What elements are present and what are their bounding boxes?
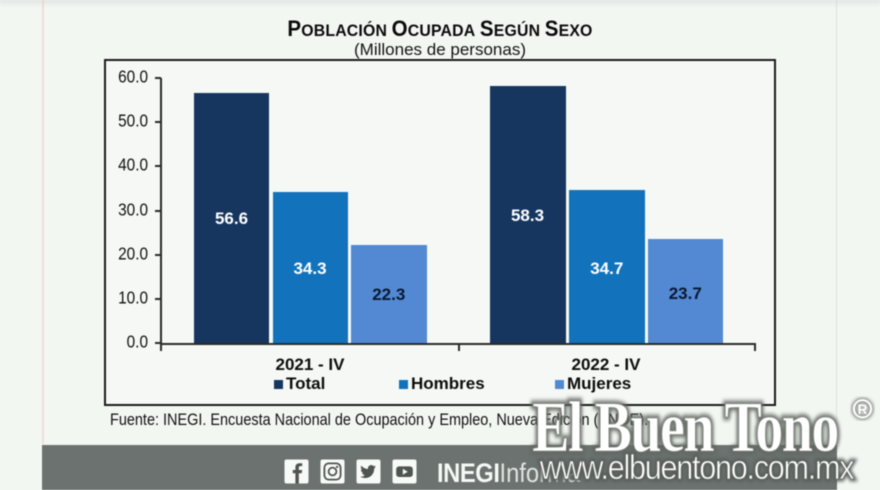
svg-text:El Buen Tono: El Buen Tono bbox=[532, 386, 838, 466]
svg-text:R: R bbox=[858, 402, 868, 417]
svg-text:www.elbuentono.com.mx: www.elbuentono.com.mx bbox=[539, 449, 855, 487]
svg-text:El Buen Tono: El Buen Tono bbox=[532, 386, 838, 466]
svg-text:www.elbuentono.com.mx: www.elbuentono.com.mx bbox=[539, 449, 855, 487]
svg-text:R: R bbox=[858, 402, 868, 417]
